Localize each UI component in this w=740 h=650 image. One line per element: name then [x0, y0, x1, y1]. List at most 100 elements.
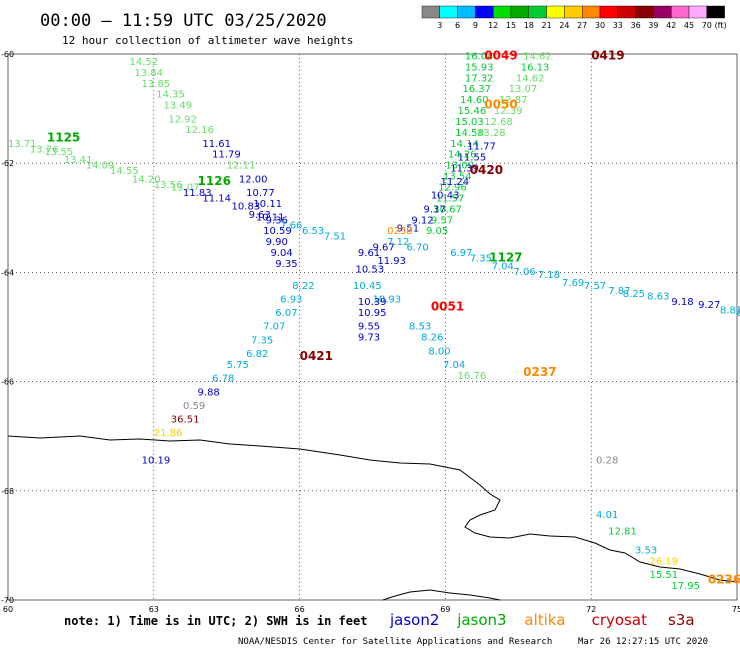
swh-value-68: 0238: [387, 226, 412, 237]
swh-value-58: 12.68: [484, 117, 513, 128]
swh-value-3: 14.35: [156, 90, 185, 101]
x-tick-label-3: 69: [440, 605, 450, 614]
colorbar-swatch-4: [493, 5, 512, 19]
swh-value-80: 7.69: [562, 278, 584, 289]
swh-value-33: 6.53: [302, 226, 324, 237]
swh-value-85: 9.18: [671, 297, 693, 308]
swh-value-46: 13.54: [443, 172, 472, 183]
colorbar-swatch-0: [421, 5, 440, 19]
colorbar-label-14: 45: [684, 21, 694, 30]
colorbar-swatch-1: [439, 5, 458, 19]
swh-value-21: 13.41: [64, 155, 93, 166]
swh-value-102: 10.45: [353, 281, 382, 292]
colorbar-label-8: 27: [577, 21, 587, 30]
colorbar-label-10: 33: [613, 21, 623, 30]
swh-value-83: 8.25: [623, 289, 645, 300]
swh-value-74: 6.70: [407, 243, 429, 254]
swh-value-117: 26.19: [650, 557, 679, 568]
colorbar-label-7: 24: [559, 21, 569, 30]
colorbar-label-5: 18: [524, 21, 534, 30]
swh-value-98: 0.59: [183, 401, 205, 412]
swh-value-14: 10.59: [263, 226, 292, 237]
swh-value-92: 7.07: [263, 322, 285, 333]
y-tick-label-4: -68: [1, 487, 14, 496]
swh-value-32: 7.66: [280, 221, 302, 232]
swh-value-29: 10.83: [232, 202, 261, 213]
swh-value-57: 12.39: [494, 106, 523, 117]
swh-value-76: 7.35: [470, 253, 492, 264]
x-tick-label-2: 66: [295, 605, 305, 614]
swh-value-118: 15.51: [650, 570, 679, 581]
pass-label-9: 0237: [523, 365, 556, 379]
swh-value-53: 16.13: [521, 62, 550, 73]
swh-value-93: 7.35: [251, 335, 273, 346]
pass-label-5: 1126: [198, 174, 231, 188]
swh-value-37: 17.32: [465, 73, 494, 84]
colorbar-label-3: 12: [488, 21, 498, 30]
swh-value-87: 8.81: [720, 305, 740, 316]
swh-value-11: 10.77: [246, 188, 275, 199]
swh-value-42: 14.58: [455, 128, 484, 139]
swh-value-66: 9.12: [411, 215, 433, 226]
colorbar-label-15: 70: [702, 21, 712, 30]
colorbar-swatch-7: [546, 5, 565, 19]
swh-value-88: 8.90: [737, 308, 740, 319]
pass-label-6: 1127: [489, 250, 522, 264]
swh-value-56: 12.87: [499, 95, 528, 106]
swh-value-6: 12.16: [185, 125, 214, 136]
swh-value-110: 8.00: [428, 346, 450, 357]
footer-credit: NOAA/NESDIS Center for Satellite Applica…: [238, 637, 552, 647]
swh-value-20: 13.55: [44, 147, 73, 158]
x-tick-label-0: 60: [3, 605, 13, 614]
colorbar-label-13: 42: [666, 21, 676, 30]
swh-value-16: 9.04: [270, 248, 292, 259]
swh-value-10: 12.00: [239, 174, 268, 185]
swh-value-84: 8.63: [647, 292, 669, 303]
swh-value-64: 10.43: [431, 191, 460, 202]
plot-area: 60 63 66 69 72 75-60-62-64-66-68-70 14.5213.8…: [1, 48, 740, 614]
chart-subtitle: 12 hour collection of altimeter wave hei…: [62, 34, 353, 47]
swh-value-51: 9.05: [426, 226, 448, 237]
swh-value-112: 16.76: [458, 371, 487, 382]
colorbar-legend: 3 6 9 12 15 18 21 24 27 30 33 36 39 42 45 70 (ft): [421, 5, 727, 30]
grid-lines: [8, 54, 737, 600]
swh-value-90: 6.93: [280, 294, 302, 305]
swh-value-34: 7.51: [324, 232, 346, 243]
swh-value-99: 36.51: [171, 415, 200, 426]
swh-value-2: 13.85: [142, 79, 171, 90]
colorbar-swatch-16: [706, 5, 725, 19]
swh-value-36: 15.93: [465, 62, 494, 73]
swh-value-65: 9.37: [424, 204, 446, 215]
swh-value-28: 11.14: [202, 193, 231, 204]
colorbar-swatch-14: [671, 5, 690, 19]
swh-value-69: 7.12: [387, 237, 409, 248]
swh-value-114: 4.01: [596, 510, 618, 521]
swh-value-13: 10.11: [256, 213, 285, 224]
swh-value-63: 11.24: [441, 177, 470, 188]
swh-value-105: 10.95: [358, 308, 387, 319]
pass-label-3: 1125: [47, 130, 80, 144]
footer-note: note: 1) Time is in UTC; 2) SWH is in fe…: [64, 614, 367, 628]
satellite-jason2: jason2: [389, 611, 439, 629]
swh-value-67: 9.51: [397, 223, 419, 234]
swh-value-60: 11.77: [467, 142, 496, 153]
colorbar-swatch-5: [510, 5, 529, 19]
swh-value-0: 14.52: [130, 57, 159, 68]
y-tick-label-1: -62: [1, 159, 14, 168]
pass-label-0: 0049: [484, 48, 517, 62]
swh-value-116: 3.53: [635, 546, 657, 557]
colorbar-label-6: 21: [542, 21, 552, 30]
swh-value-43: 14.14: [450, 139, 479, 150]
swh-value-9: 12.11: [227, 161, 256, 172]
swh-value-73: 10.53: [355, 264, 384, 275]
swh-value-39: 14.60: [460, 95, 489, 106]
swh-value-25: 13.56: [154, 180, 183, 191]
swh-value-97: 9.88: [198, 387, 220, 398]
swh-value-89: 8.22: [292, 281, 314, 292]
swh-value-78: 7.06: [513, 267, 535, 278]
satellite-legend: jason2 jason3 altika cryosat s3a: [389, 611, 695, 629]
swh-value-96: 6.78: [212, 374, 234, 385]
pass-label-2: 0050: [484, 98, 517, 112]
antarctica-coastline: [7, 435, 738, 601]
swh-value-103: 10.93: [373, 294, 402, 305]
